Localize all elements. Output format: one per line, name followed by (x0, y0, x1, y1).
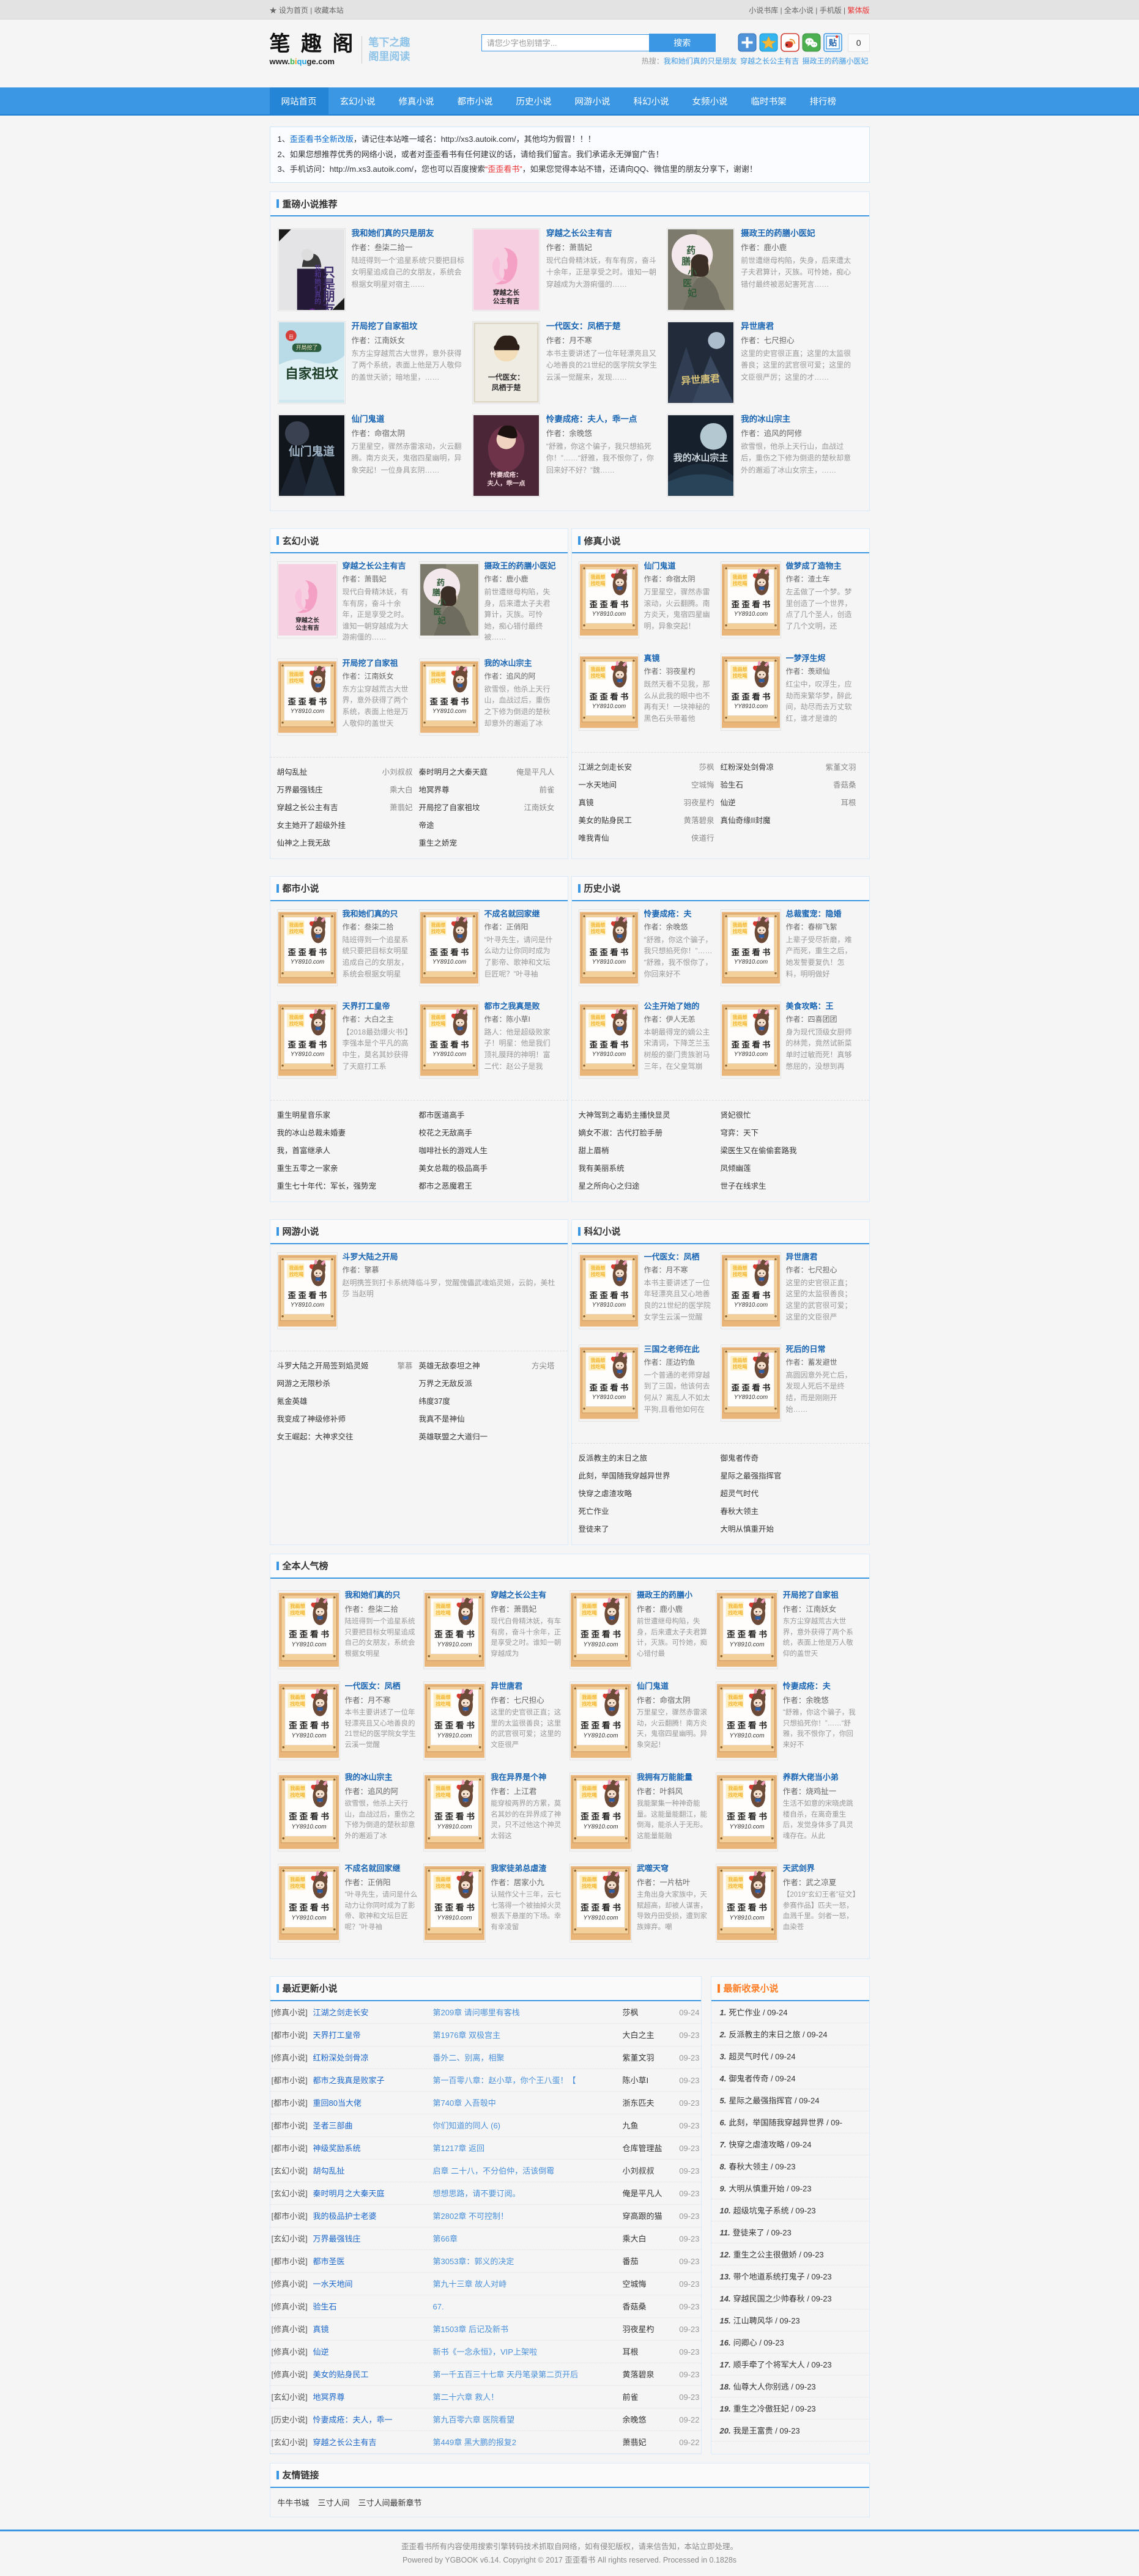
svg-text:药: 药 (686, 245, 696, 256)
svg-text:怜妻成疮：: 怜妻成疮： (490, 471, 522, 479)
svg-text:膳: 膳 (432, 588, 440, 597)
svg-text:一代医女：: 一代医女： (488, 373, 524, 382)
svg-text:穿越之长: 穿越之长 (493, 288, 520, 297)
svg-text:开局挖了: 开局挖了 (295, 344, 317, 351)
svg-text:只是朋友: 只是朋友 (321, 266, 335, 310)
svg-text:凤栖于楚: 凤栖于楚 (492, 383, 521, 392)
svg-text:自家祖坟: 自家祖坟 (284, 366, 338, 381)
svg-text:真的: 真的 (308, 308, 315, 311)
svg-text:小: 小 (437, 597, 446, 607)
svg-text:仙门鬼道: 仙门鬼道 (288, 445, 334, 458)
svg-text:医: 医 (683, 278, 692, 289)
svg-text:我和她们真的: 我和她们真的 (313, 264, 321, 304)
svg-text:小: 小 (688, 267, 697, 278)
svg-text:妃: 妃 (437, 615, 445, 625)
svg-text:医: 医 (433, 607, 441, 616)
svg-text:我的冰山宗主: 我的冰山宗主 (673, 452, 728, 463)
svg-text:贴: 贴 (829, 39, 837, 48)
svg-text:穿越之长: 穿越之长 (295, 617, 319, 624)
svg-text:公主有吉: 公主有吉 (493, 297, 520, 305)
svg-text:田: 田 (289, 334, 293, 339)
svg-text:公主有吉: 公主有吉 (295, 624, 319, 632)
svg-text:膳: 膳 (681, 256, 691, 267)
svg-text:药: 药 (436, 578, 444, 588)
svg-text:夫人，乖一点: 夫人，乖一点 (486, 479, 525, 487)
svg-text:妃: 妃 (688, 287, 697, 298)
